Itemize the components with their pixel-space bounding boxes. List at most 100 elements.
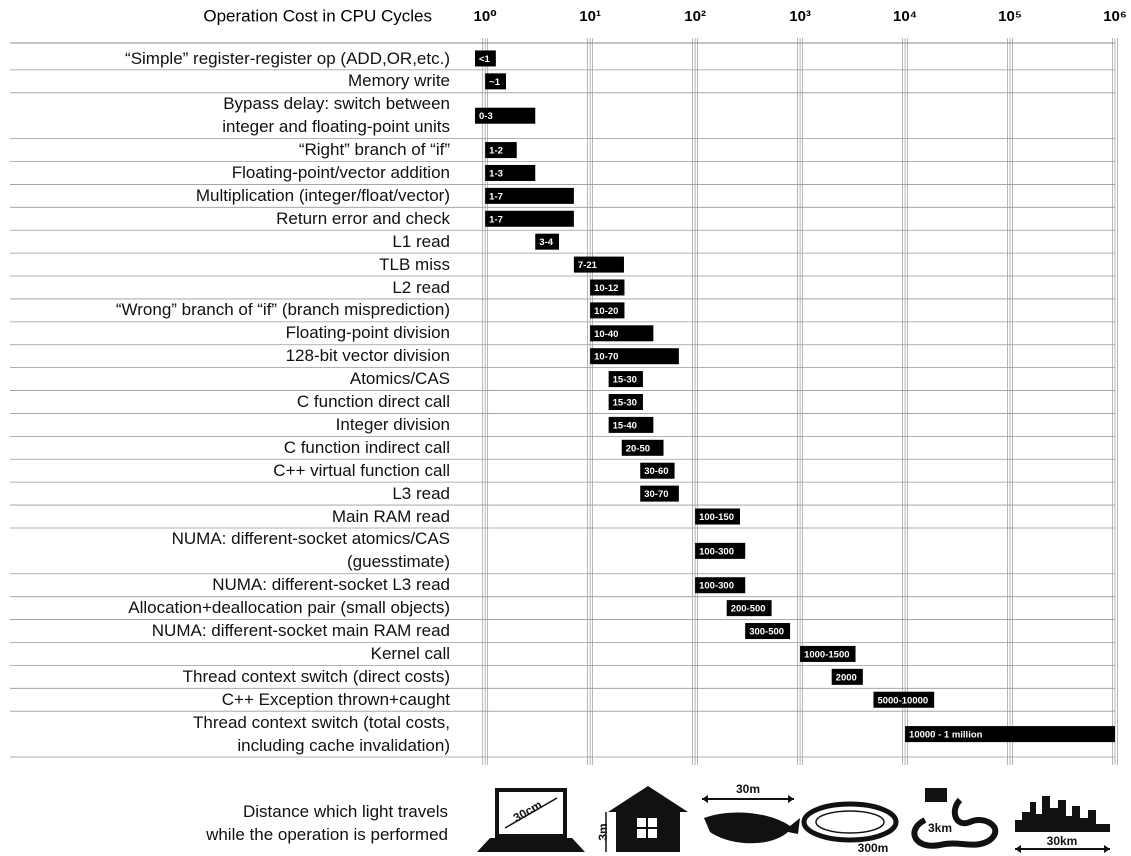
category-label: Atomics/CAS	[349, 369, 450, 389]
footer-caption: Distance which light travels while the o…	[206, 802, 448, 844]
category-label: C function indirect call	[283, 437, 450, 457]
distance-label: 3m	[596, 823, 610, 840]
category-label: C function direct call	[296, 392, 450, 412]
bar-label: 1-7	[489, 191, 503, 202]
bar-label: 20-50	[626, 443, 650, 454]
bar	[695, 542, 746, 559]
bar	[831, 668, 863, 685]
distance-label: 3km	[928, 821, 952, 835]
category-label: C++ Exception thrown+caught	[221, 689, 450, 709]
category-label: Return error and check	[276, 208, 450, 228]
category-label: 128-bit vector division	[285, 346, 450, 366]
category-label: “Simple” register-register op (ADD,OR,et…	[125, 48, 450, 68]
category-label: L1 read	[392, 231, 450, 251]
grid-line	[482, 38, 489, 765]
grid-line	[587, 38, 593, 765]
bar-label: 10-20	[594, 306, 618, 317]
bar	[590, 325, 654, 342]
category-label: Kernel call	[370, 643, 450, 663]
bar-label: 1000-1500	[804, 649, 849, 660]
category-label: L3 read	[392, 483, 450, 503]
bar-label: 15-30	[613, 398, 637, 409]
category-label: Multiplication (integer/float/vector)	[195, 185, 450, 205]
bar-label: 0-3	[479, 111, 493, 122]
category-label: Thread context switch (direct costs)	[182, 666, 450, 686]
chart-title: Operation Cost in CPU Cycles	[203, 6, 432, 25]
distance-label: 300m	[858, 841, 889, 855]
category-label: L2 read	[392, 277, 450, 297]
bar	[695, 577, 746, 594]
grid-line	[902, 38, 908, 765]
category-label: Floating-point division	[285, 323, 450, 343]
track-icon	[801, 801, 899, 843]
bar	[485, 142, 517, 159]
bar-label: 15-40	[613, 420, 637, 431]
x-tick-label: 10⁵	[998, 8, 1022, 25]
bar	[621, 439, 664, 456]
category-label: TLB miss	[379, 254, 450, 274]
distance-label: 30cm	[511, 798, 545, 825]
x-tick-label: 10²	[684, 8, 706, 25]
bar	[535, 233, 559, 250]
bar-label: <1	[479, 54, 491, 65]
grid-line	[1112, 38, 1118, 765]
bar-label: 100-150	[699, 512, 734, 523]
category-label: “Wrong” branch of “if” (branch mispredic…	[115, 300, 450, 320]
house-icon	[605, 786, 688, 852]
bar	[608, 416, 654, 433]
grid-line	[692, 38, 698, 765]
bar-label: 15-30	[613, 375, 637, 386]
bar-label: 1-3	[489, 168, 503, 179]
category-label: C++ virtual function call	[273, 460, 450, 480]
bar	[590, 302, 625, 319]
bar	[475, 107, 536, 124]
bar	[475, 50, 496, 67]
bar-label: 100-300	[699, 581, 734, 592]
bar	[800, 645, 856, 662]
bar-label: 10000 - 1 million	[909, 730, 983, 741]
bar-label: 10-12	[594, 283, 618, 294]
bar-label: 10-70	[594, 352, 618, 363]
bar-label: 1-2	[489, 146, 503, 157]
x-tick-label: 10⁰	[474, 8, 497, 25]
bar	[485, 73, 507, 90]
bar	[695, 508, 740, 525]
bar-label: 100-300	[699, 546, 734, 557]
category-label: Bypass delay: switch between integer and…	[222, 94, 450, 137]
icons: 30cm 3m 30m 300m 3km	[477, 782, 1110, 855]
laptop-icon	[477, 788, 585, 852]
bar	[485, 210, 574, 227]
bar	[873, 691, 935, 708]
bar-label: 5000-10000	[877, 695, 928, 706]
category-label: Integer division	[335, 414, 450, 434]
grid-line	[1007, 38, 1013, 765]
bar	[608, 371, 643, 388]
x-tick-label: 10⁴	[893, 8, 917, 25]
bar	[573, 256, 624, 273]
bar	[608, 394, 643, 410]
bar-label: 30-70	[644, 489, 668, 500]
bar	[640, 462, 675, 479]
distance-label: 30km	[1047, 834, 1078, 848]
distance-label: 30m	[736, 782, 760, 796]
circuit-icon	[911, 788, 999, 849]
bar	[485, 164, 536, 181]
bar-label: 10-40	[594, 329, 618, 340]
city-icon	[1015, 796, 1110, 853]
category-label: Memory write	[347, 71, 450, 91]
bar-label: 2000	[836, 672, 857, 683]
bar	[640, 485, 679, 502]
grid-line	[797, 38, 803, 765]
category-label: Floating-point/vector addition	[231, 163, 450, 183]
category-label: “Right” branch of “if”	[298, 140, 450, 160]
bar	[590, 348, 679, 365]
bar-label: 200-500	[731, 604, 766, 615]
x-tick-label: 10¹	[579, 8, 601, 25]
category-label: NUMA: different-socket atomics/CAS (gues…	[171, 529, 450, 572]
bar-label: 1-7	[489, 214, 503, 225]
x-tick-label: 10⁶	[1103, 8, 1127, 25]
bar	[485, 187, 574, 204]
bar-label: 7-21	[578, 260, 598, 271]
